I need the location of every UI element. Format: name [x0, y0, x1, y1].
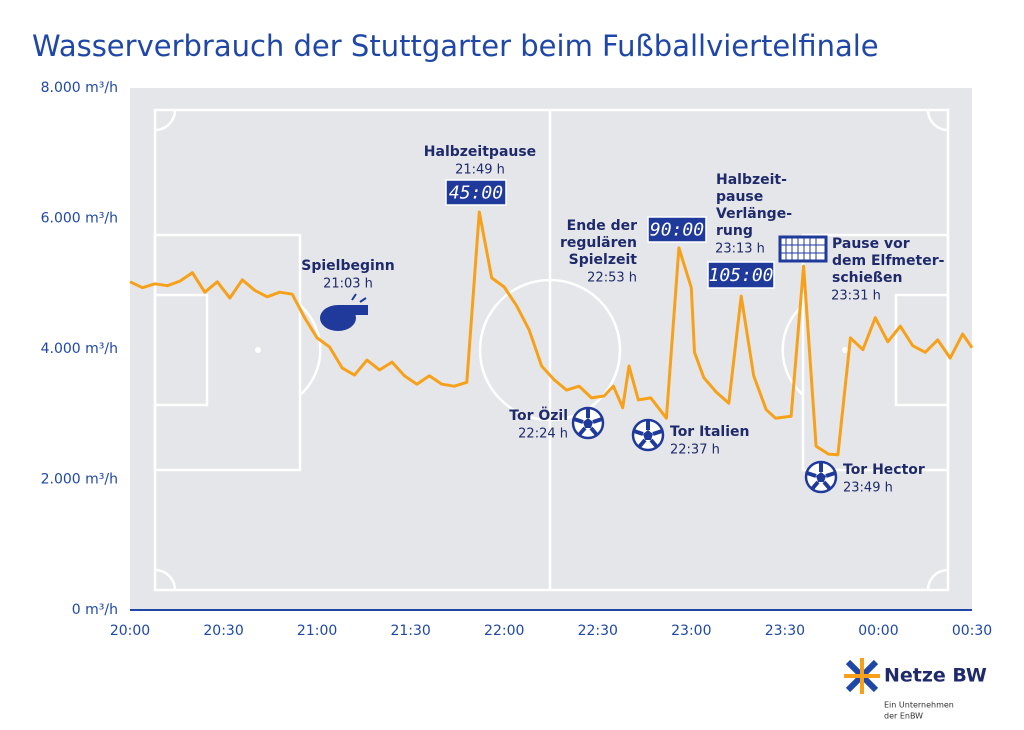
annotation-label: rung [716, 223, 753, 239]
y-tick-label: 2.000 m³/h [41, 472, 118, 488]
x-tick-label: 23:30 [765, 623, 805, 639]
y-tick-label: 4.000 m³/h [41, 341, 118, 357]
annotation-time: 22:53 h [587, 271, 637, 286]
x-tick-label: 22:00 [484, 623, 524, 639]
data-line [129, 210, 974, 457]
ball-icon [806, 462, 836, 491]
y-tick-label: 8.000 m³/h [41, 80, 118, 96]
ball-icon [816, 472, 826, 482]
annotation-label: Spielbeginn [301, 258, 394, 274]
goal-icon [778, 235, 828, 263]
annotation-label: Verlänge- [716, 206, 792, 222]
scoreboard [707, 261, 775, 289]
annotation-label: Spielzeit [569, 252, 638, 268]
x-tick-label: 00:30 [952, 623, 992, 639]
annotation-label: Halbzeit- [716, 172, 787, 188]
goal-icon [780, 237, 826, 261]
annotation-time: 21:03 h [323, 277, 373, 292]
scoreboard-text: 90:00 [650, 220, 704, 241]
ball-icon [633, 420, 663, 449]
annotation-time: 23:13 h [715, 242, 765, 257]
x-tick-label: 21:30 [390, 623, 430, 639]
annotation-label: regulären [560, 235, 637, 251]
y-tick-label: 0 m³/h [72, 602, 118, 618]
scoreboard-text: 45:00 [449, 183, 503, 204]
annotation-time: 22:37 h [670, 443, 720, 458]
whistle-icon [351, 293, 367, 303]
x-tick-label: 21:00 [297, 623, 337, 639]
scoreboard [647, 216, 707, 243]
annotation-label: dem Elfmeter- [832, 253, 945, 269]
annotation-label: Tor Hector [843, 462, 925, 478]
logo-tagline: der EnBW [884, 712, 923, 721]
x-tick-label: 23:00 [671, 623, 711, 639]
annotation-label: Pause vor [832, 236, 910, 252]
annotation-label: Ende der [567, 218, 637, 234]
logo: Netze BW Ein Unternehmen der EnBW [844, 658, 987, 721]
y-tick-label: 6.000 m³/h [41, 211, 118, 227]
x-tick-label: 20:00 [110, 623, 150, 639]
x-tick-label: 20:30 [203, 623, 243, 639]
ball-icon [583, 418, 593, 428]
annotation-time: 23:31 h [831, 289, 881, 304]
ball-icon [643, 430, 653, 440]
scoreboard-text: 105:00 [708, 265, 773, 286]
x-tick-label: 22:30 [578, 623, 618, 639]
whistle-icon [338, 305, 368, 315]
x-tick-label: 00:00 [858, 623, 898, 639]
annotation-time: 23:49 h [843, 481, 893, 496]
chart-title: Wasserverbrauch der Stuttgarter beim Fuß… [32, 29, 879, 63]
logo-name: Netze BW [884, 665, 987, 687]
ball-icon [573, 408, 603, 437]
annotation-label: Tor Özil [509, 406, 568, 424]
annotation-time: 22:24 h [518, 427, 568, 442]
annotation-label: pause [716, 189, 763, 205]
annotation-label: Halbzeitpause [424, 144, 536, 160]
logo-tagline: Ein Unternehmen [884, 701, 954, 710]
annotation-label: Tor Italien [670, 424, 750, 440]
annotation-label: schießen [832, 270, 902, 286]
scoreboard [445, 179, 507, 206]
annotation-time: 21:49 h [455, 163, 505, 178]
